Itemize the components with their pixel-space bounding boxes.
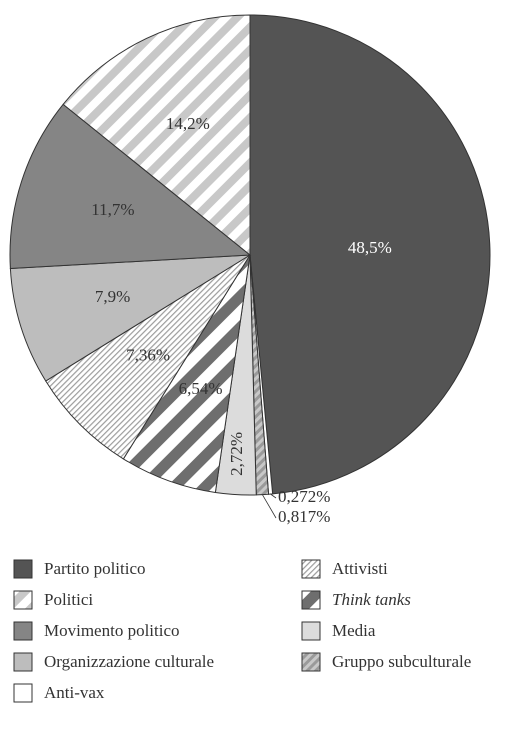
legend-swatch (301, 621, 321, 641)
legend-swatch (301, 559, 321, 579)
value-label: 48,5% (348, 238, 392, 257)
value-label: 7,36% (126, 346, 170, 365)
legend-swatch (301, 590, 321, 610)
value-label: 0,272% (278, 487, 330, 506)
legend-swatch (13, 683, 33, 703)
legend-swatch (13, 652, 33, 672)
value-label: 14,2% (166, 114, 210, 133)
legend-label: Politici (44, 590, 93, 609)
pie-slice (9, 103, 252, 270)
legend-swatch (13, 559, 33, 579)
value-label: 0,817% (278, 507, 330, 526)
pie-slice (9, 254, 251, 382)
leader-line (270, 493, 277, 499)
legend-swatch (301, 652, 321, 672)
legend-label: Movimento politico (44, 621, 180, 640)
value-label: 7,9% (95, 287, 130, 306)
legend-swatch (13, 590, 33, 610)
legend-label: Organizzazione culturale (44, 652, 214, 671)
value-label: 11,7% (91, 200, 134, 219)
pie-slice (249, 14, 491, 495)
legend-label: Think tanks (332, 590, 411, 609)
legend-label: Media (332, 621, 376, 640)
value-label: 2,72% (227, 432, 246, 476)
legend-label: Attivisti (332, 559, 388, 578)
leader-line (262, 494, 277, 519)
legend-swatch (13, 621, 33, 641)
pie-slice (45, 254, 251, 460)
legend-label: Partito politico (44, 559, 146, 578)
legend-label: Anti-vax (44, 683, 105, 702)
legend-label: Gruppo subculturale (332, 652, 471, 671)
value-label: 6,54% (179, 379, 223, 398)
pie-slice (62, 14, 251, 257)
